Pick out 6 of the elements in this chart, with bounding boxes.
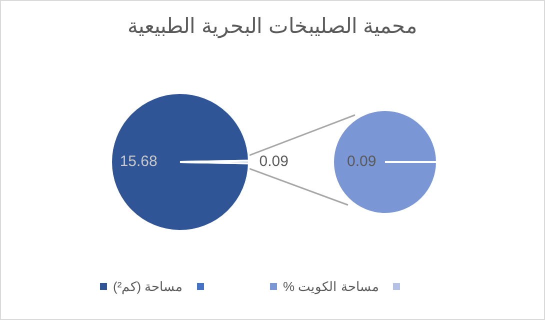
legend-label: مساحة الكويت %	[283, 279, 379, 294]
chart-title: محمية الصليبخات البحرية الطبيعية	[126, 14, 418, 39]
legend-label: مساحة (كم²)	[113, 279, 183, 294]
data-label: 15.68	[120, 153, 158, 170]
data-label: 0.09	[259, 153, 288, 170]
data-label: 0.09	[347, 153, 376, 170]
